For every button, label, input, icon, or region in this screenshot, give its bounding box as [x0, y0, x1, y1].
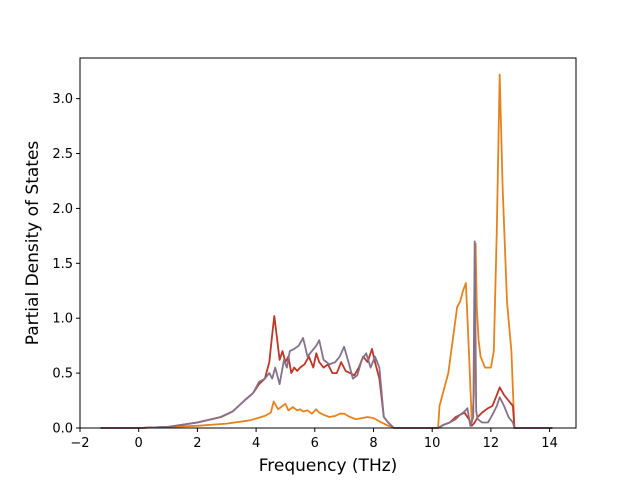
x-tick-label: 0	[135, 436, 143, 451]
y-axis-ticks: 0.0 0.5 1.0 1.5 2.0 2.5 3.0	[52, 92, 80, 437]
y-tick-label: 0.5	[52, 367, 73, 382]
x-axis-title: Frequency (THz)	[259, 456, 398, 476]
x-tick-label: 2	[193, 436, 201, 451]
y-tick-label: 2.0	[52, 202, 73, 217]
plot-frame	[79, 57, 577, 429]
x-tick-label: 10	[424, 436, 441, 451]
plot-lines	[100, 73, 553, 429]
x-tick-label: −2	[70, 436, 89, 451]
series-line-3	[100, 240, 553, 429]
series-line-1	[100, 73, 553, 429]
x-tick-label: 8	[369, 436, 377, 451]
y-tick-label: 0.0	[52, 422, 73, 437]
x-tick-label: 4	[252, 436, 260, 451]
series-line-2	[100, 315, 553, 429]
x-tick-label: 12	[483, 436, 500, 451]
x-axis-ticks: −2 0 2 4 6 8 10 12 14	[70, 428, 558, 451]
y-axis-title: Partial Density of States	[23, 141, 43, 346]
x-tick-label: 14	[541, 436, 558, 451]
y-tick-label: 1.5	[52, 257, 73, 272]
y-tick-label: 1.0	[52, 312, 73, 327]
x-tick-label: 6	[311, 436, 319, 451]
y-tick-label: 3.0	[52, 92, 73, 107]
y-tick-label: 2.5	[52, 147, 73, 162]
